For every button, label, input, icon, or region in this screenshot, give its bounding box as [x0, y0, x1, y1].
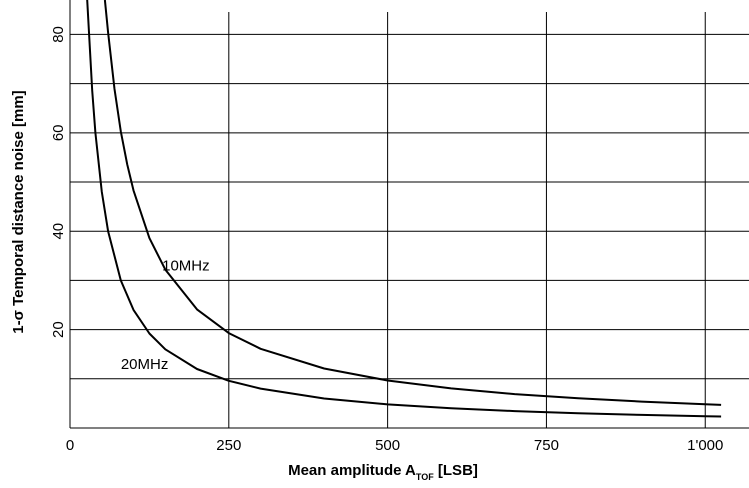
y-tick-label: 60 — [50, 124, 67, 141]
y-axis-title: 1-σ Temporal distance noise [mm] — [10, 90, 27, 333]
y-tick-label: 80 — [50, 26, 67, 43]
x-tick-labels: 0 250 500 750 1'000 — [66, 437, 724, 454]
y-tick-labels: 20 40 60 80 — [50, 26, 67, 338]
x-axis-title: Mean amplitude ATOF [LSB] — [288, 462, 478, 482]
grid-lines — [70, 12, 749, 428]
series-label-10mhz: 10MHz — [162, 258, 210, 275]
series-labels: 10MHz 20MHz — [121, 258, 210, 373]
x-tick-label: 500 — [375, 437, 400, 454]
x-axis-title-subscript: TOF — [416, 472, 434, 482]
x-tick-label: 250 — [216, 437, 241, 454]
series-label-20mhz: 20MHz — [121, 356, 169, 373]
y-tick-label: 20 — [50, 321, 67, 338]
y-tick-label: 40 — [50, 223, 67, 240]
x-tick-label: 0 — [66, 437, 74, 454]
x-tick-label: 1'000 — [687, 437, 723, 454]
series-curves — [86, 0, 722, 418]
series-line-10mhz — [103, 0, 722, 406]
axes — [69, 0, 749, 429]
x-tick-label: 750 — [534, 437, 559, 454]
series-line-20mhz — [86, 0, 722, 418]
